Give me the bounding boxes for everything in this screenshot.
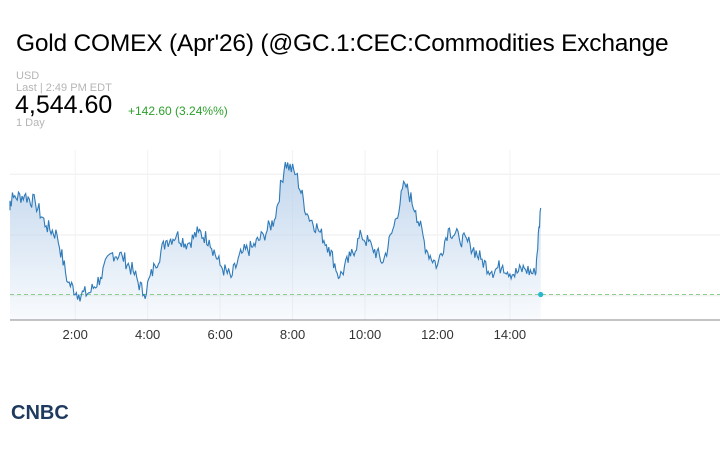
price-area [10,162,541,320]
last-updated-label: Last | 2:49 PM EDT [16,82,112,94]
x-tick-label: 10:00 [349,327,382,342]
currency-label: USD [16,70,40,82]
x-tick-label: 8:00 [280,327,305,342]
last-price-dot[interactable] [538,291,544,298]
x-axis-ticks: 2:00 4:00 6:00 8:00 10:00 12:00 14:00 [63,327,527,342]
chart-title: Gold COMEX (Apr'26) (@GC.1:CEC:Commoditi… [16,30,669,57]
cnbc-logo: CNBC [11,402,69,423]
x-tick-label: 6:00 [207,327,232,342]
price-change: +142.60 (3.24%%) [128,104,228,118]
x-tick-label: 12:00 [421,327,454,342]
x-tick-label: 14:00 [494,327,527,342]
range-label: 1 Day [16,117,45,129]
svg-text:CNBC: CNBC [11,402,69,423]
x-tick-label: 2:00 [63,327,88,342]
x-tick-label: 4:00 [135,327,160,342]
price-series-line [9,161,542,302]
last-price: 4,544.60 [15,91,113,119]
